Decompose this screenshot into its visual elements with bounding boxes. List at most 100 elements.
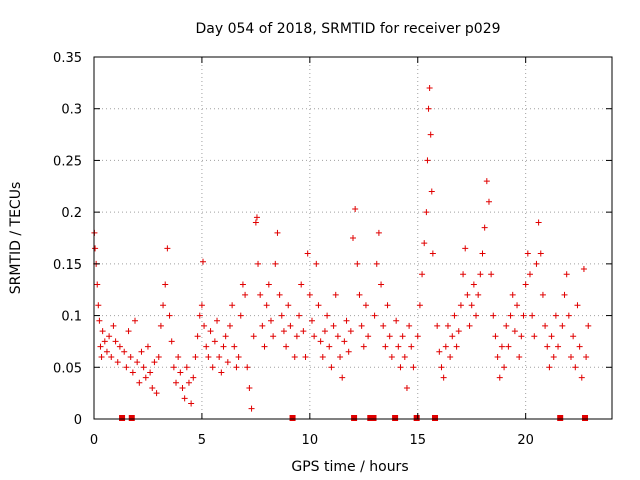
x-tick-label: 0	[90, 433, 98, 448]
data-point	[183, 364, 190, 371]
data-point	[485, 198, 492, 205]
data-point	[343, 317, 350, 324]
data-point	[455, 328, 462, 335]
data-point	[414, 333, 421, 340]
data-point	[199, 258, 206, 265]
data-point	[326, 343, 333, 350]
data-point	[296, 312, 303, 319]
data-point	[572, 364, 579, 371]
data-point	[239, 281, 246, 288]
data-point	[192, 353, 199, 360]
chart-title: Day 054 of 2018, SRMTID for receiver p02…	[195, 21, 500, 37]
data-point	[585, 322, 592, 329]
data-point	[252, 219, 259, 226]
data-point	[110, 322, 117, 329]
data-point	[242, 291, 249, 298]
data-point	[101, 338, 108, 345]
data-point	[332, 291, 339, 298]
data-point	[96, 317, 103, 324]
data-point	[194, 333, 201, 340]
data-point	[121, 348, 128, 355]
data-point	[177, 369, 184, 376]
data-point	[419, 271, 426, 278]
data-point	[168, 338, 175, 345]
data-point	[300, 328, 307, 335]
data-point	[317, 338, 324, 345]
data-point	[550, 353, 557, 360]
data-point	[522, 281, 529, 288]
data-point	[155, 353, 162, 360]
data-point	[358, 322, 365, 329]
data-point	[356, 291, 363, 298]
data-point	[546, 364, 553, 371]
data-point	[108, 353, 115, 360]
data-point	[164, 245, 171, 252]
data-point	[416, 302, 423, 309]
data-point	[94, 281, 101, 288]
data-point	[334, 333, 341, 340]
data-point	[214, 317, 221, 324]
data-point	[386, 333, 393, 340]
data-point	[308, 317, 315, 324]
data-point	[475, 291, 482, 298]
data-point	[179, 384, 186, 391]
x-tick-label: 15	[409, 433, 426, 448]
data-point	[248, 405, 255, 412]
data-point	[362, 302, 369, 309]
data-point	[276, 291, 283, 298]
data-point	[92, 245, 99, 252]
data-point	[112, 338, 119, 345]
data-point	[354, 260, 361, 267]
y-tick-label: 0.2	[61, 206, 82, 221]
data-point	[561, 291, 568, 298]
x-tick-label: 20	[517, 433, 534, 448]
data-point	[270, 333, 277, 340]
data-point	[157, 322, 164, 329]
data-point	[544, 343, 551, 350]
data-point	[283, 343, 290, 350]
data-point	[203, 343, 210, 350]
data-point	[173, 379, 180, 386]
y-tick-label: 0.1	[61, 310, 82, 325]
y-tick-label: 0.15	[53, 258, 82, 273]
data-point	[235, 353, 242, 360]
data-point	[190, 374, 197, 381]
data-point	[375, 229, 382, 236]
data-point	[473, 312, 480, 319]
data-point	[123, 364, 130, 371]
data-point	[567, 353, 574, 360]
data-point	[272, 260, 279, 267]
data-point	[147, 369, 154, 376]
data-point	[237, 312, 244, 319]
data-point	[233, 364, 240, 371]
baseline-marker	[351, 415, 358, 421]
data-point	[449, 333, 456, 340]
data-point	[424, 157, 431, 164]
data-point	[319, 353, 326, 360]
data-point	[378, 281, 385, 288]
axis-ticks	[93, 56, 612, 420]
data-point	[397, 364, 404, 371]
data-point	[220, 343, 227, 350]
data-point	[421, 240, 428, 247]
data-point	[460, 271, 467, 278]
data-point	[315, 302, 322, 309]
data-point	[382, 343, 389, 350]
data-point	[250, 333, 257, 340]
data-point	[457, 302, 464, 309]
data-point	[231, 343, 238, 350]
data-point	[103, 348, 110, 355]
data-point	[365, 333, 372, 340]
x-axis-label: GPS time / hours	[291, 459, 408, 475]
baseline-marker	[413, 415, 420, 421]
data-point	[350, 235, 356, 241]
y-tick-label: 0	[74, 413, 82, 428]
data-point	[285, 302, 292, 309]
data-point	[98, 353, 105, 360]
data-point	[311, 333, 318, 340]
data-point	[246, 384, 253, 391]
data-point	[403, 384, 410, 391]
data-point	[313, 260, 320, 267]
data-point	[498, 343, 505, 350]
data-point	[205, 353, 212, 360]
